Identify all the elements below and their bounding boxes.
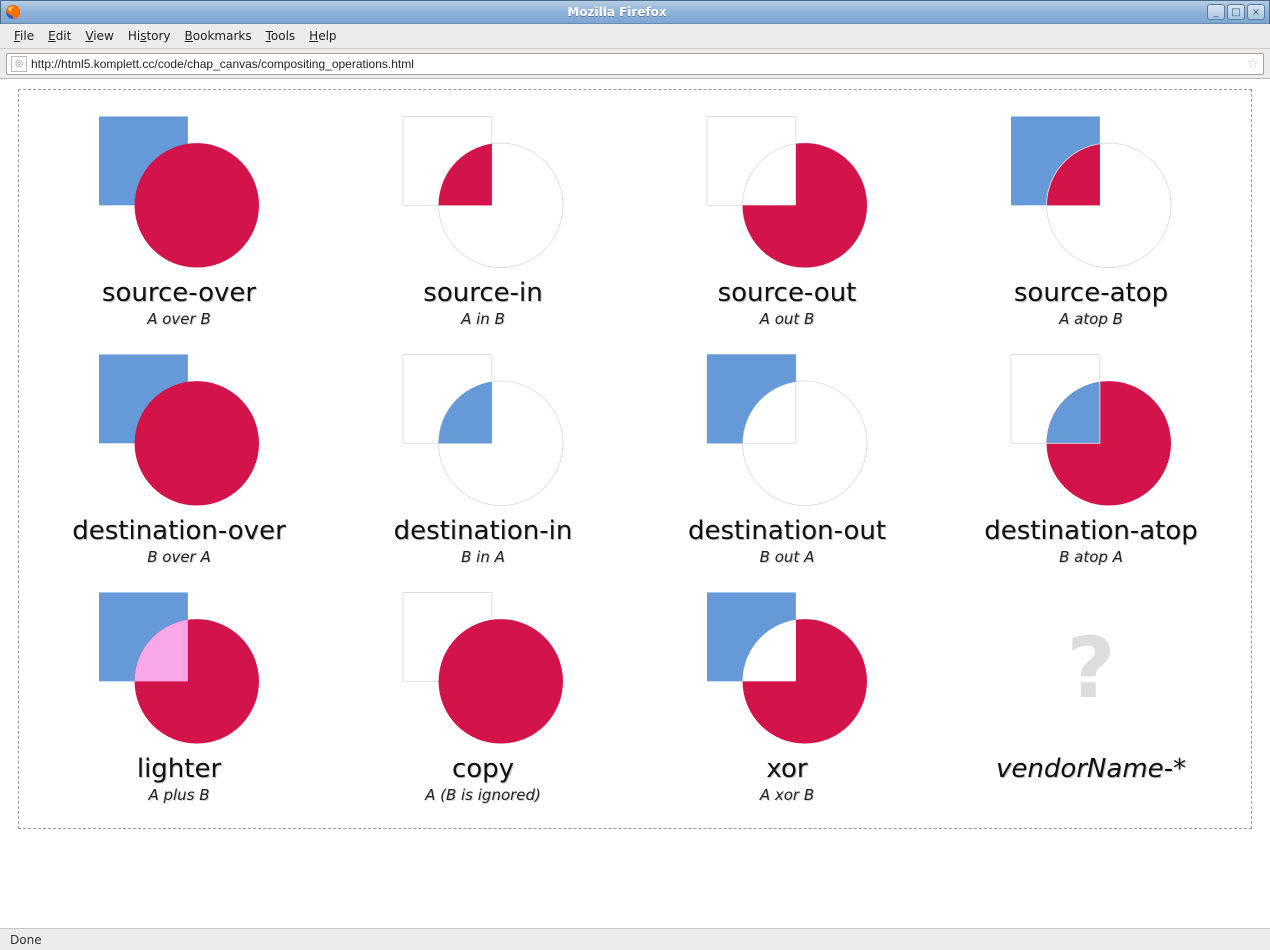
op-source-atop: source-atop A atop B <box>941 108 1241 342</box>
toolbar: ◎ ☆ <box>0 49 1270 79</box>
op-source-in: source-in A in B <box>333 108 633 342</box>
op-xor: xor A xor B <box>637 584 937 818</box>
op-diagram <box>89 350 269 510</box>
op-desc: B atop A <box>1059 548 1123 566</box>
op-diagram <box>697 350 877 510</box>
op-desc: A in B <box>461 310 505 328</box>
op-title: lighter <box>137 754 221 784</box>
op-diagram <box>89 112 269 272</box>
op-title: destination-in <box>394 516 573 546</box>
op-title: copy <box>452 754 514 784</box>
content-viewport: source-overA over Bsource-inA in Bsource… <box>0 79 1270 928</box>
menu-bookmarks[interactable]: Bookmarks <box>179 27 258 45</box>
window-controls: _ □ × <box>1207 4 1265 20</box>
page-icon: ◎ <box>11 56 27 72</box>
op-destination-over: destination-over B over A <box>29 346 329 580</box>
url-input[interactable] <box>31 57 1242 71</box>
op-desc: B over A <box>147 548 211 566</box>
compositing-frame: source-overA over Bsource-inA in Bsource… <box>18 89 1252 829</box>
window-minimize-button[interactable]: _ <box>1207 4 1225 20</box>
op-desc: A over B <box>147 310 211 328</box>
op-diagram <box>1001 350 1181 510</box>
op-title: source-over <box>102 278 256 308</box>
firefox-icon <box>5 4 21 20</box>
menubar: FileEditViewHistoryBookmarksToolsHelp <box>0 24 1270 49</box>
op-diagram <box>1001 112 1181 272</box>
op-source-out: source-out A out B <box>637 108 937 342</box>
op-diagram <box>393 350 573 510</box>
bookmark-star-icon[interactable]: ☆ <box>1246 56 1259 72</box>
op-desc: B in A <box>461 548 505 566</box>
op-diagram <box>697 588 877 748</box>
op-destination-atop: destination-atop B atop A <box>941 346 1241 580</box>
compositing-grid: source-overA over Bsource-inA in Bsource… <box>29 108 1241 818</box>
op-title: vendorName-* <box>996 754 1186 784</box>
op-diagram <box>89 588 269 748</box>
op-diagram <box>393 588 573 748</box>
window-titlebar: Mozilla Firefox _ □ × <box>0 0 1270 24</box>
op-title: destination-out <box>688 516 886 546</box>
op-diagram <box>697 112 877 272</box>
op-source-over: source-over A over B <box>29 108 329 342</box>
window-title: Mozilla Firefox <box>27 5 1207 19</box>
op-destination-out: destination-out B out A <box>637 346 937 580</box>
op-diagram <box>393 112 573 272</box>
op-desc: B out A <box>760 548 815 566</box>
window-maximize-button[interactable]: □ <box>1227 4 1245 20</box>
menu-history[interactable]: History <box>122 27 177 45</box>
op-desc: A (B is ignored) <box>425 786 541 804</box>
op-desc: A atop B <box>1059 310 1123 328</box>
op-desc: A out B <box>760 310 815 328</box>
menu-help[interactable]: Help <box>303 27 342 45</box>
op-destination-in: destination-in B in A <box>333 346 633 580</box>
op-title: destination-atop <box>984 516 1198 546</box>
op-desc: A xor B <box>760 786 814 804</box>
op-desc: A plus B <box>148 786 209 804</box>
op-title: source-in <box>423 278 542 308</box>
question-mark-icon: ? <box>1001 588 1181 748</box>
menu-view[interactable]: View <box>79 27 119 45</box>
op-title: xor <box>766 754 807 784</box>
op-vendor: ? vendorName-* <box>941 584 1241 818</box>
status-text: Done <box>10 933 42 947</box>
statusbar: Done <box>0 928 1270 950</box>
url-bar[interactable]: ◎ ☆ <box>6 53 1264 75</box>
menu-tools[interactable]: Tools <box>260 27 302 45</box>
op-title: destination-over <box>72 516 286 546</box>
op-lighter: lighter A plus B <box>29 584 329 818</box>
menu-file[interactable]: File <box>8 27 40 45</box>
menu-edit[interactable]: Edit <box>42 27 77 45</box>
window-close-button[interactable]: × <box>1247 4 1265 20</box>
op-title: source-atop <box>1014 278 1168 308</box>
op-title: source-out <box>718 278 857 308</box>
op-copy: copy A (B is ignored) <box>333 584 633 818</box>
